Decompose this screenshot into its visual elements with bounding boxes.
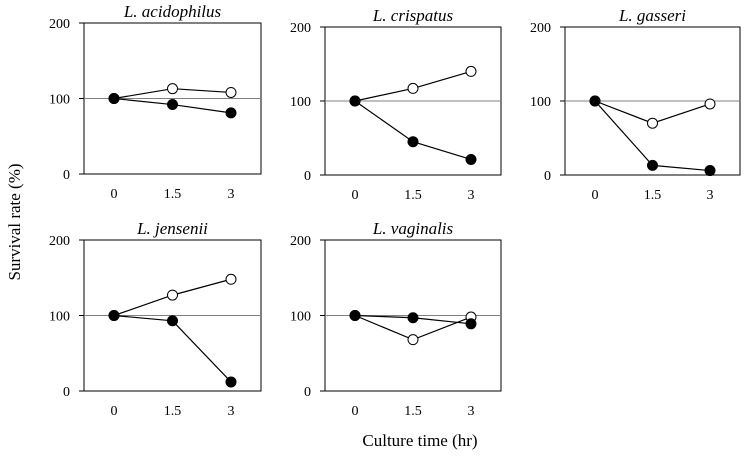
filled-data-point — [108, 93, 120, 104]
panel-title: L. jensenii — [136, 219, 208, 238]
panel-title: L. gasseri — [618, 6, 686, 25]
filled-data-point — [225, 376, 237, 388]
y-tick-label: 0 — [304, 385, 311, 400]
x-tick-label: 1.5 — [404, 404, 422, 419]
filled-data-point — [167, 99, 178, 111]
y-tick-label: 200 — [290, 21, 311, 36]
x-tick-label: 0 — [352, 404, 359, 419]
open-data-point — [407, 334, 419, 346]
x-tick-label: 3 — [707, 188, 714, 203]
open-data-point — [704, 98, 716, 110]
y-tick-label: 100 — [49, 310, 70, 325]
x-tick-label: 1.5 — [164, 187, 182, 202]
open-data-point — [167, 289, 178, 301]
open-data-point — [465, 65, 477, 77]
filled-data-point — [349, 310, 361, 321]
open-data-point — [167, 83, 178, 95]
y-tick-label: 0 — [63, 168, 70, 183]
y-tick-label: 100 — [290, 95, 311, 110]
filled-data-point — [647, 159, 658, 171]
x-tick-label: 3 — [468, 404, 475, 419]
x-tick-label: 3 — [228, 404, 235, 419]
x-tick-label: 1.5 — [644, 188, 662, 203]
open-data-point — [407, 82, 419, 94]
filled-data-point — [589, 95, 601, 107]
chart-panel: 0 100 200 0 1.5 3 L. gasseri — [530, 6, 741, 203]
y-tick-label: 100 — [530, 95, 551, 110]
filled-data-point — [225, 107, 237, 119]
filled-data-point — [704, 165, 716, 177]
filled-data-point — [167, 315, 178, 327]
x-tick-label: 3 — [468, 188, 475, 203]
x-tick-label: 0 — [111, 187, 118, 202]
chart-panel: 0 100 200 0 1.5 3 L. crispatus — [290, 6, 502, 203]
filled-data-point — [407, 312, 419, 324]
y-tick-label: 0 — [63, 385, 70, 400]
y-tick-label: 200 — [290, 234, 311, 249]
filled-data-point — [465, 153, 477, 165]
x-tick-label: 1.5 — [404, 188, 422, 203]
x-tick-label: 0 — [592, 188, 599, 203]
y-tick-label: 0 — [304, 169, 311, 184]
y-tick-label: 0 — [544, 169, 551, 184]
filled-data-point — [349, 95, 361, 107]
open-data-point — [225, 273, 237, 285]
y-tick-label: 100 — [49, 93, 70, 108]
y-tick-label: 200 — [49, 17, 70, 32]
chart-panel: 0 100 200 0 1.5 3 L. jensenii — [49, 219, 262, 419]
panel-title: L. crispatus — [372, 6, 454, 25]
chart-panel: 0 100 200 0 1.5 3 L. vaginalis — [290, 219, 502, 419]
x-axis-title: Culture time (hr) — [362, 431, 477, 450]
y-tick-label: 200 — [530, 21, 551, 36]
filled-data-point — [465, 318, 477, 330]
y-tick-label: 100 — [290, 310, 311, 325]
panel-title: L. vaginalis — [372, 219, 454, 238]
open-data-point — [647, 117, 658, 129]
filled-data-point — [108, 310, 120, 321]
open-data-point — [225, 86, 237, 98]
x-tick-label: 3 — [228, 187, 235, 202]
y-tick-label: 200 — [49, 234, 70, 249]
series-line — [354, 100, 472, 161]
x-tick-label: 0 — [352, 188, 359, 203]
panel-title: L. acidophilus — [123, 2, 222, 21]
x-tick-label: 1.5 — [164, 404, 182, 419]
filled-data-point — [407, 136, 419, 148]
chart-panel: 0 100 200 0 1.5 3 L. acidophilus — [49, 2, 262, 202]
x-tick-label: 0 — [111, 404, 118, 419]
y-axis-title: Survival rate (%) — [5, 163, 24, 280]
